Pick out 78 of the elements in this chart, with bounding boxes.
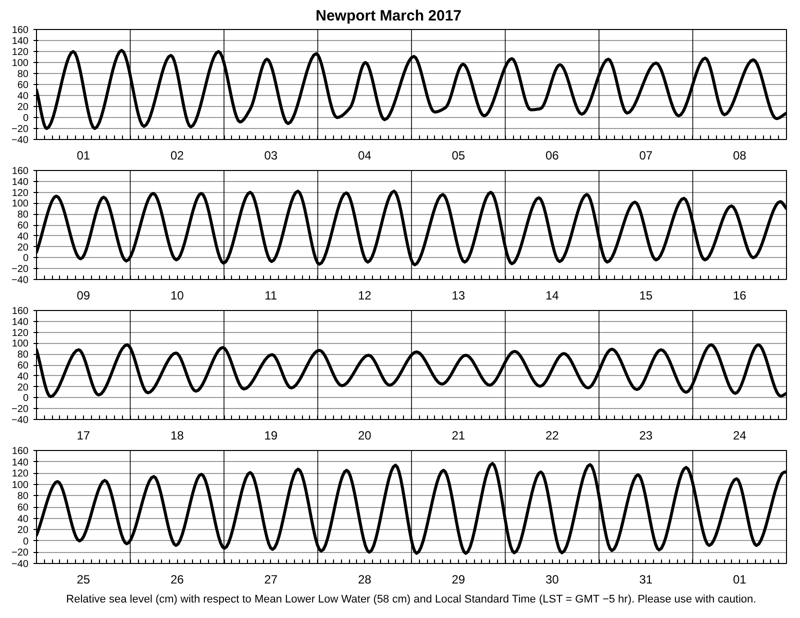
y-tick-label: 0	[22, 536, 29, 548]
y-tick-label: 100	[12, 58, 29, 69]
text: Relative sea level (cm) with respect to Mean Lower Low Water (58 cm) and Local Standard Time (LST = GMT −5 hr). Please use with caution.	[66, 594, 756, 606]
y-tick-label: 160	[12, 446, 29, 457]
y-tick-label: 20	[17, 382, 29, 394]
y-tick-label: −40	[12, 415, 29, 426]
x-tick-label: 07	[639, 148, 653, 162]
x-tick-label: 05	[452, 148, 466, 162]
x-tick-label: 11	[264, 288, 278, 302]
x-tick-label: 17	[76, 428, 90, 442]
x-tick-label: 18	[170, 428, 184, 442]
x-tick-label: 16	[732, 288, 747, 302]
y-tick-label: 40	[17, 514, 29, 525]
x-tick-label: 13	[452, 288, 466, 302]
y-tick-label: 0	[22, 393, 29, 404]
y-tick-label: 60	[17, 502, 29, 514]
y-tick-label: 140	[12, 36, 29, 47]
y-tick-label: 100	[12, 480, 29, 491]
x-tick-label: 10	[170, 288, 184, 302]
x-tick-label: 19	[264, 428, 278, 442]
chart-title: Newport March 2017	[316, 8, 462, 24]
y-tick-label: 0	[22, 113, 29, 124]
x-tick-label: 15	[639, 288, 653, 302]
x-tick-label: 01	[76, 148, 90, 162]
y-tick-label: 80	[17, 491, 29, 502]
y-tick-label: −20	[12, 548, 29, 559]
y-tick-label: 40	[17, 91, 29, 102]
y-tick-label: 100	[12, 198, 29, 210]
y-tick-label: 120	[12, 468, 29, 480]
x-tick-label: 06	[545, 148, 560, 162]
y-tick-label: −40	[12, 275, 29, 286]
y-tick-label: 80	[17, 69, 29, 80]
y-tick-label: 80	[17, 210, 29, 221]
x-tick-label: 28	[358, 572, 372, 586]
y-tick-label: 120	[12, 328, 29, 339]
y-tick-label: 100	[12, 338, 29, 350]
y-tick-label: 80	[17, 350, 29, 361]
x-tick-label: 27	[264, 572, 278, 586]
x-tick-label: 31	[639, 572, 653, 586]
x-tick-label: 30	[545, 572, 560, 586]
x-tick-label: 25	[76, 572, 90, 586]
x-tick-label: 04	[358, 148, 372, 162]
y-tick-label: 120	[12, 47, 29, 58]
y-tick-label: 40	[17, 231, 29, 242]
x-tick-label: 23	[639, 428, 653, 442]
x-tick-label: 14	[545, 288, 560, 302]
y-tick-label: −20	[12, 124, 29, 135]
y-tick-label: −20	[12, 264, 29, 276]
y-tick-label: −40	[12, 135, 29, 146]
x-tick-label: 29	[452, 572, 466, 586]
y-tick-label: −40	[12, 559, 29, 570]
x-tick-label: 09	[76, 288, 90, 302]
x-tick-label: 26	[170, 572, 184, 586]
y-tick-label: 140	[12, 316, 29, 328]
x-tick-label: 12	[358, 288, 372, 302]
y-tick-label: 20	[17, 242, 29, 254]
y-tick-label: 20	[17, 102, 29, 113]
y-tick-label: 140	[12, 457, 29, 468]
x-tick-label: 02	[170, 148, 184, 162]
y-tick-label: 20	[17, 525, 29, 536]
y-tick-label: −20	[12, 404, 29, 416]
y-tick-label: 60	[17, 80, 29, 91]
x-tick-label: 08	[732, 148, 747, 162]
y-tick-label: 160	[12, 25, 29, 36]
y-tick-label: 40	[17, 371, 29, 382]
x-tick-label: 24	[732, 428, 747, 442]
x-tick-label: 20	[358, 428, 372, 442]
y-tick-label: 0	[22, 253, 29, 264]
x-tick-label: 03	[264, 148, 278, 162]
y-tick-label: 60	[17, 360, 29, 372]
x-tick-label: 21	[452, 428, 466, 442]
x-tick-label: 01	[732, 572, 747, 586]
y-tick-label: 60	[17, 220, 29, 232]
y-tick-label: 140	[12, 176, 29, 188]
x-tick-label: 22	[545, 428, 560, 442]
y-tick-label: 160	[12, 306, 29, 317]
y-tick-label: 160	[12, 166, 29, 177]
y-tick-label: 120	[12, 188, 29, 199]
